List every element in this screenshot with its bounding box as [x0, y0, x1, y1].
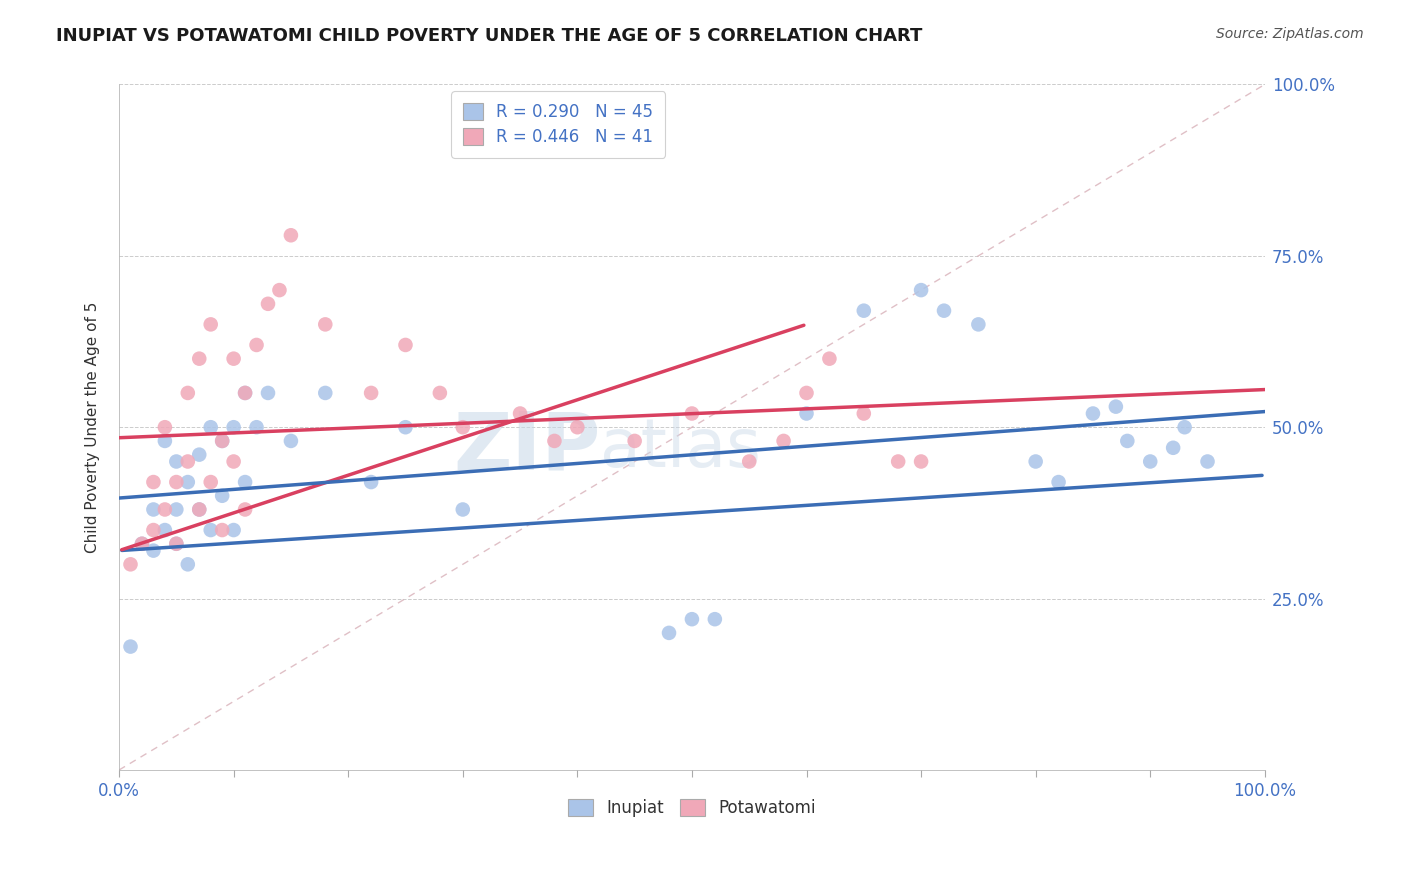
- Point: [165, 537, 187, 551]
- Point: [1081, 407, 1104, 421]
- Point: [360, 475, 382, 489]
- Point: [910, 454, 932, 468]
- Point: [738, 454, 761, 468]
- Point: [188, 502, 211, 516]
- Point: [257, 386, 280, 401]
- Text: INUPIAT VS POTAWATOMI CHILD POVERTY UNDER THE AGE OF 5 CORRELATION CHART: INUPIAT VS POTAWATOMI CHILD POVERTY UNDE…: [56, 27, 922, 45]
- Point: [142, 502, 165, 516]
- Point: [818, 351, 841, 366]
- Y-axis label: Child Poverty Under the Age of 5: Child Poverty Under the Age of 5: [86, 301, 100, 553]
- Point: [796, 386, 818, 401]
- Point: [451, 502, 474, 516]
- Point: [245, 420, 267, 434]
- Point: [280, 228, 302, 243]
- Point: [1139, 454, 1161, 468]
- Point: [910, 283, 932, 297]
- Point: [200, 420, 222, 434]
- Point: [188, 448, 211, 462]
- Text: Source: ZipAtlas.com: Source: ZipAtlas.com: [1216, 27, 1364, 41]
- Point: [233, 386, 256, 401]
- Point: [153, 434, 176, 448]
- Point: [852, 303, 875, 318]
- Point: [314, 318, 336, 332]
- Point: [165, 454, 187, 468]
- Point: [681, 407, 703, 421]
- Legend: Inupiat, Potawatomi: Inupiat, Potawatomi: [561, 792, 823, 823]
- Point: [120, 558, 142, 572]
- Point: [200, 523, 222, 537]
- Point: [211, 523, 233, 537]
- Point: [142, 543, 165, 558]
- Point: [314, 386, 336, 401]
- Point: [120, 640, 142, 654]
- Point: [658, 626, 681, 640]
- Point: [233, 386, 256, 401]
- Point: [245, 338, 267, 352]
- Point: [142, 475, 165, 489]
- Point: [1116, 434, 1139, 448]
- Point: [1161, 441, 1184, 455]
- Point: [177, 386, 200, 401]
- Point: [1174, 420, 1197, 434]
- Point: [222, 351, 245, 366]
- Point: [177, 558, 200, 572]
- Point: [165, 502, 187, 516]
- Point: [852, 407, 875, 421]
- Point: [703, 612, 725, 626]
- Point: [177, 475, 200, 489]
- Point: [222, 420, 245, 434]
- Point: [211, 489, 233, 503]
- Point: [222, 523, 245, 537]
- Point: [623, 434, 645, 448]
- Point: [394, 338, 416, 352]
- Point: [796, 407, 818, 421]
- Point: [1197, 454, 1219, 468]
- Point: [233, 502, 256, 516]
- Point: [681, 612, 703, 626]
- Point: [211, 434, 233, 448]
- Point: [567, 420, 589, 434]
- Point: [131, 537, 153, 551]
- Point: [200, 475, 222, 489]
- Point: [967, 318, 990, 332]
- Point: [131, 537, 153, 551]
- Point: [1025, 454, 1047, 468]
- Point: [1047, 475, 1070, 489]
- Text: ZIP: ZIP: [453, 409, 600, 487]
- Point: [142, 523, 165, 537]
- Text: atlas: atlas: [600, 415, 761, 481]
- Point: [280, 434, 302, 448]
- Point: [233, 475, 256, 489]
- Point: [153, 420, 176, 434]
- Point: [269, 283, 291, 297]
- Point: [394, 420, 416, 434]
- Point: [772, 434, 794, 448]
- Point: [153, 502, 176, 516]
- Point: [509, 407, 531, 421]
- Point: [165, 475, 187, 489]
- Point: [257, 297, 280, 311]
- Point: [188, 351, 211, 366]
- Point: [188, 502, 211, 516]
- Point: [153, 523, 176, 537]
- Point: [887, 454, 910, 468]
- Point: [429, 386, 451, 401]
- Point: [211, 434, 233, 448]
- Point: [543, 434, 565, 448]
- Point: [222, 454, 245, 468]
- Point: [200, 318, 222, 332]
- Point: [360, 386, 382, 401]
- Point: [177, 454, 200, 468]
- Point: [451, 420, 474, 434]
- Point: [1105, 400, 1128, 414]
- Point: [165, 537, 187, 551]
- Point: [932, 303, 955, 318]
